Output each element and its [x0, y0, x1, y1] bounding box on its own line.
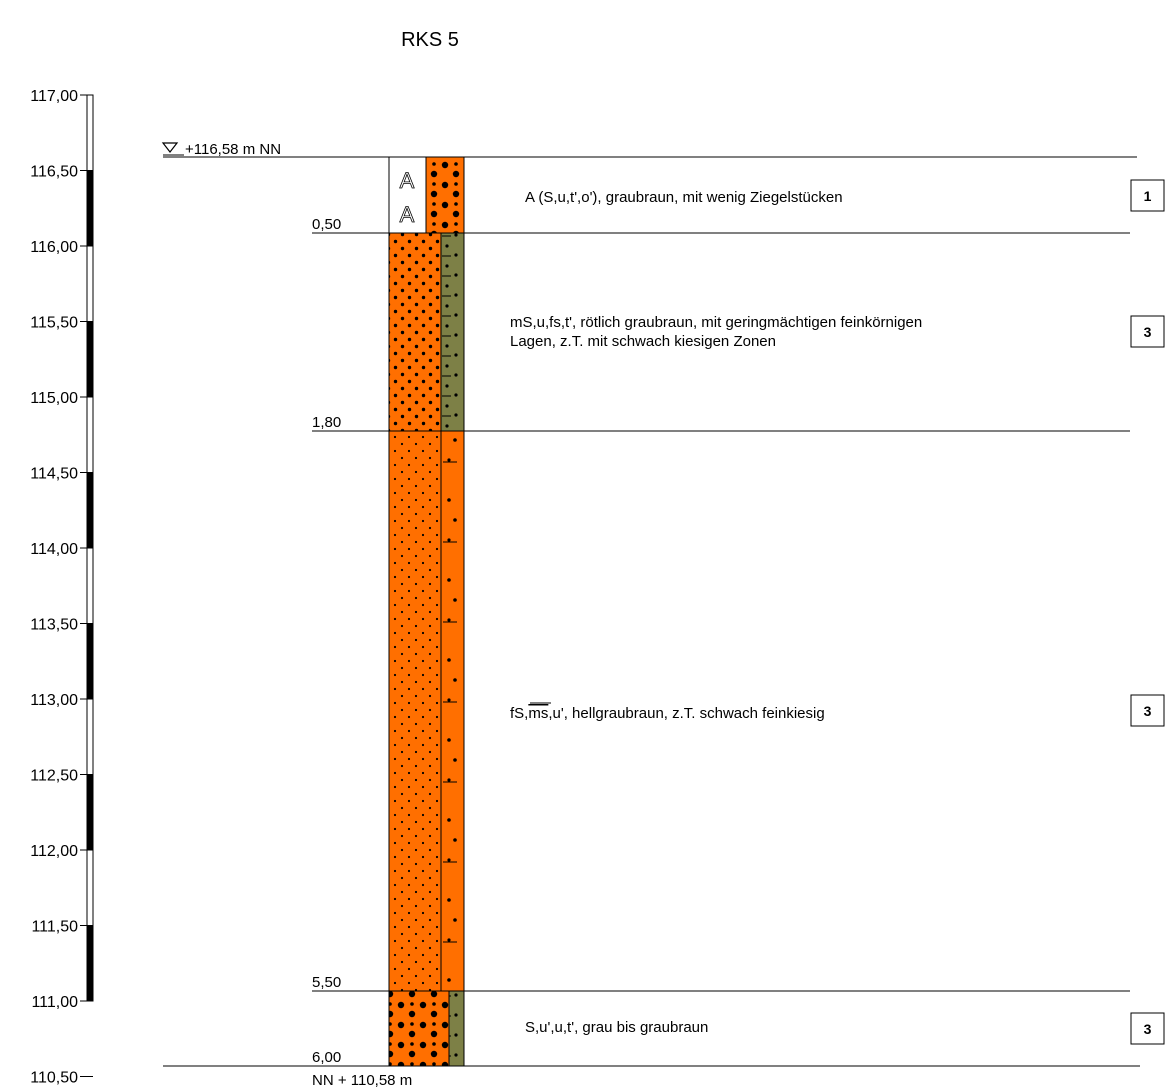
scale-tick-label: 117,00: [30, 88, 78, 105]
core-column: A A: [388, 156, 465, 1067]
scale-band: [87, 623, 93, 699]
bottom-elevation-label: NN + 110,58 m: [312, 1072, 412, 1089]
class-box: [1130, 694, 1165, 727]
scale-tick-label: 111,50: [31, 919, 78, 936]
scale-band: [87, 472, 93, 548]
class-label: 1: [1144, 188, 1152, 204]
scale-tick-label: 115,00: [30, 390, 78, 407]
depth-label: 6,00: [312, 1049, 341, 1066]
scale-band: [87, 774, 93, 850]
ground-level-label: +116,58 m NN: [185, 141, 281, 158]
class-box: [1130, 315, 1165, 348]
page-title: RKS 5: [401, 29, 459, 51]
class-label: 3: [1144, 324, 1152, 340]
class-box: [1130, 1012, 1165, 1045]
layer-description: mS,u,fs,t', rötlich graubraun, mit gerin…: [510, 314, 922, 331]
class-box: [1130, 179, 1165, 212]
depth-labels: 0,50 1,80 5,50 6,00 NN + 110,58 m: [312, 216, 412, 1089]
layer-fine-sand: [388, 430, 442, 992]
scale-tick-label: 111,00: [31, 994, 78, 1011]
class-label: 3: [1144, 1021, 1152, 1037]
layer-descriptions: A (S,u,t',o'), graubraun, mit wenig Zieg…: [510, 189, 922, 1036]
scale-tick-label: 115,50: [30, 315, 78, 332]
scale-band: [87, 170, 93, 246]
scale-tick-label: 110,50: [30, 1070, 78, 1087]
layer-boundaries: [163, 232, 1140, 1067]
scale-tick-label: 114,00: [30, 541, 78, 558]
layer-fill-sand: [425, 156, 465, 234]
scale-band: [87, 321, 93, 397]
layer-description: A (S,u,t',o'), graubraun, mit wenig Zieg…: [525, 189, 843, 206]
scale-tick-label: 112,50: [30, 768, 78, 785]
ground-level-marker: +116,58 m NN: [161, 141, 1137, 158]
scale-tick-label: 113,50: [30, 617, 78, 634]
scale-tick-label: 112,00: [30, 843, 78, 860]
layer-fine-sand-silt: [440, 430, 465, 992]
scale-band: [87, 925, 93, 1001]
layer-medium-sand: [388, 232, 442, 432]
letter-a-symbol: A: [400, 202, 415, 227]
letter-a-symbol: A: [400, 168, 415, 193]
layer-silt-band-bottom: [448, 990, 465, 1067]
layer-description: S,u',u,t', grau bis graubraun: [525, 1019, 708, 1036]
depth-label: 0,50: [312, 216, 341, 233]
class-boxes: 1 3 3 3: [1130, 179, 1165, 1045]
layer-coarse-sand: [388, 990, 450, 1067]
layer-description-line2: Lagen, z.T. mit schwach kiesigen Zonen: [510, 333, 776, 350]
scale-tick-label: 116,00: [30, 239, 78, 256]
scale-tick-label: 113,00: [30, 692, 78, 709]
scale-tick-label: 114,50: [30, 466, 78, 483]
layer-description: fS,ms,u', hellgraubraun, z.T. schwach fe…: [510, 705, 825, 722]
class-label: 3: [1144, 703, 1152, 719]
scale-tick-label: 116,50: [30, 164, 78, 181]
inverted-triangle-icon: [161, 142, 179, 153]
layer-silt-band: [440, 232, 465, 432]
elevation-scale: 117,00 116,50 116,00 115,50 115,00 114,50 114,…: [30, 88, 94, 1087]
depth-label: 5,50: [312, 974, 341, 991]
depth-label: 1,80: [312, 414, 341, 431]
